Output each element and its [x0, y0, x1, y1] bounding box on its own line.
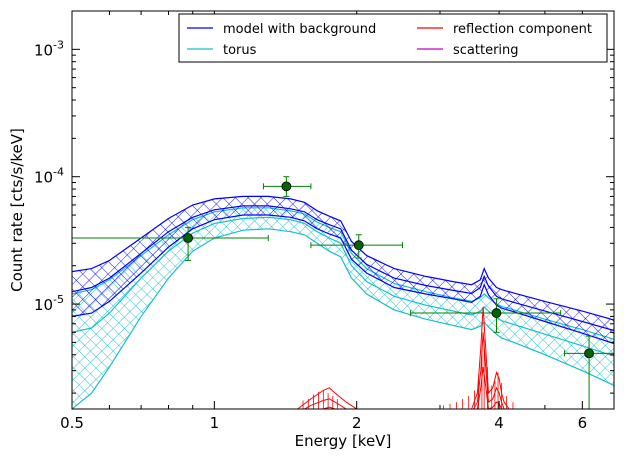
reflection-curve-1: [303, 332, 505, 409]
plot-frame: [71, 10, 615, 410]
data-marker: [491, 308, 502, 318]
y-axis-label: Count rate [cts/s/keV]: [8, 128, 26, 292]
torus-lower-line: [72, 228, 614, 409]
data-point: [410, 298, 562, 333]
x-axis-label: Energy [keV]: [295, 432, 392, 450]
y-tick-label: 10-3: [34, 38, 64, 59]
legend: model with background torus reflection c…: [178, 13, 608, 63]
legend-label-model: model with background: [223, 22, 376, 37]
data-marker: [353, 240, 364, 251]
y-tick-label: 10-5: [34, 293, 64, 314]
y-axis-ticks: 10-5 10-4 10-3: [34, 38, 614, 394]
plot-area: [72, 176, 614, 409]
data-point: [72, 226, 269, 261]
x-tick-label: 0.5: [60, 414, 84, 432]
x-tick-label: 4: [494, 414, 504, 432]
legend-label-torus: torus: [223, 43, 257, 58]
x-tick-label: 6: [578, 414, 588, 432]
data-marker: [281, 181, 292, 192]
legend-frame: [178, 13, 608, 63]
x-tick-label: 2: [352, 414, 362, 432]
reflection-curve-0: [297, 306, 511, 409]
data-marker: [584, 348, 594, 359]
legend-label-reflection: reflection component: [453, 22, 592, 37]
data-point: [563, 335, 614, 409]
y-tick-label: 10-4: [34, 166, 64, 187]
x-axis-ticks: 0.5 1 2 4 6: [60, 11, 587, 432]
x-tick-label: 1: [210, 414, 220, 432]
model-with-background-mid-line: [72, 205, 614, 332]
legend-label-scattering: scattering: [453, 43, 519, 58]
data-point: [262, 176, 312, 197]
reflection-curve-2: [321, 367, 503, 409]
model-with-background-upper-line: [72, 195, 614, 321]
reflection-component-lines: [297, 306, 514, 409]
data-points: [72, 176, 614, 409]
data-marker: [183, 233, 194, 243]
data-point: [310, 234, 404, 259]
